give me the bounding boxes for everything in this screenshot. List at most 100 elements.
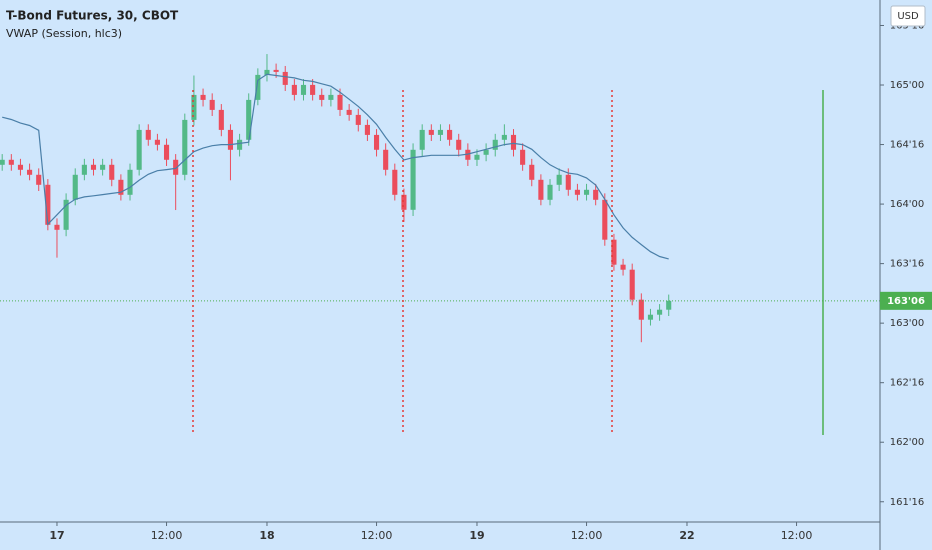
candle-body <box>538 179 544 200</box>
candle-body <box>483 149 489 155</box>
candle-body <box>437 129 444 135</box>
last-price-label: 163'06 <box>887 296 925 307</box>
candle-body <box>492 139 498 150</box>
x-tick-label: 12:00 <box>781 529 813 542</box>
candle-body <box>300 84 307 95</box>
candle-body <box>109 164 115 180</box>
candle-body <box>510 134 517 150</box>
candle-body <box>364 124 370 135</box>
y-tick-label: 162'16 <box>890 378 925 389</box>
candle-body <box>556 174 562 185</box>
candle-body <box>8 159 14 165</box>
y-tick-label: 163'16 <box>890 259 925 270</box>
candle-body <box>392 169 398 195</box>
candle-body <box>337 94 343 110</box>
y-tick-label: 162'00 <box>890 437 925 448</box>
candle-body <box>72 174 78 200</box>
candle-body <box>520 149 526 165</box>
candle-body <box>419 129 425 150</box>
candle-body <box>602 199 608 240</box>
candle-body <box>182 119 188 175</box>
x-tick-label: 12:00 <box>361 529 393 542</box>
candle-body <box>237 139 243 150</box>
candle-body <box>118 179 124 195</box>
x-tick-label: 12:00 <box>571 529 603 542</box>
candle-body <box>447 129 453 140</box>
y-tick-label: 165'00 <box>890 80 925 91</box>
candle-body <box>90 164 97 170</box>
last-price-box <box>880 291 932 310</box>
x-tick-label: 17 <box>49 529 64 542</box>
candle-body <box>200 94 206 100</box>
candle-body <box>657 309 663 315</box>
candle-body <box>647 314 654 320</box>
candle-body <box>401 194 407 210</box>
candle-body <box>17 164 24 170</box>
currency-label[interactable]: USD <box>897 11 919 22</box>
chart-title: T-Bond Futures, 30, CBOT <box>6 9 179 23</box>
candle-body <box>145 129 151 140</box>
candle-body <box>346 109 352 115</box>
y-tick-label: 164'16 <box>890 140 925 151</box>
candle-body <box>36 174 42 185</box>
candle-body <box>638 299 644 320</box>
candle-body <box>273 69 279 72</box>
candle-body <box>191 94 197 120</box>
candle-body <box>666 300 672 310</box>
candle-body <box>0 159 5 165</box>
candle-body <box>355 114 361 125</box>
candle-body <box>173 159 179 175</box>
candle-body <box>428 129 434 135</box>
candle-body <box>310 84 316 95</box>
candle-body <box>264 69 270 75</box>
candle-body <box>81 164 87 175</box>
axes: 161'16 162'00 162'16 163'00 163'16 164'00 164'… <box>49 20 932 542</box>
candle-body <box>255 74 261 100</box>
plot-area <box>0 54 880 343</box>
candle-body <box>163 144 170 160</box>
candle-body <box>565 174 571 190</box>
candle-body <box>410 149 416 210</box>
candle-body <box>27 169 33 175</box>
candle-body <box>154 139 160 145</box>
candle-body <box>611 239 617 265</box>
candle-body <box>246 99 252 140</box>
candle-body <box>620 264 626 270</box>
x-tick-label: 18 <box>259 529 274 542</box>
candle-body <box>209 99 215 110</box>
candle-body <box>474 154 480 160</box>
candle-body <box>583 189 590 195</box>
candle-body <box>456 139 462 150</box>
x-tick-label: 12:00 <box>151 529 183 542</box>
y-tick-label: 161'16 <box>890 497 925 508</box>
candle-body <box>373 134 380 150</box>
candle-body <box>465 149 471 160</box>
candle-body <box>574 189 580 195</box>
y-tick-label: 163'00 <box>890 318 925 329</box>
y-tick-label: 164'00 <box>890 199 925 210</box>
candle-body <box>100 164 106 170</box>
candle-body <box>227 129 234 150</box>
candle-body <box>319 94 325 100</box>
candle-body <box>127 169 133 195</box>
candle-body <box>383 149 389 170</box>
x-tick-label: 22 <box>679 529 694 542</box>
candle-body <box>629 269 635 300</box>
candle-body <box>218 109 224 130</box>
candle-body <box>501 134 507 140</box>
candle-body <box>45 184 51 225</box>
candle-body <box>63 199 69 230</box>
candle-body <box>328 94 334 100</box>
vwap-line <box>2 73 669 260</box>
candle-body <box>54 224 60 230</box>
candle-body <box>282 71 288 85</box>
candle-body <box>547 184 553 200</box>
indicator-label: VWAP (Session, hlc3) <box>6 27 122 40</box>
currency-box[interactable] <box>890 5 926 27</box>
candle-body <box>136 129 142 170</box>
x-tick-label: 19 <box>469 529 484 542</box>
candle-body <box>529 164 535 180</box>
candle-body <box>291 84 297 95</box>
